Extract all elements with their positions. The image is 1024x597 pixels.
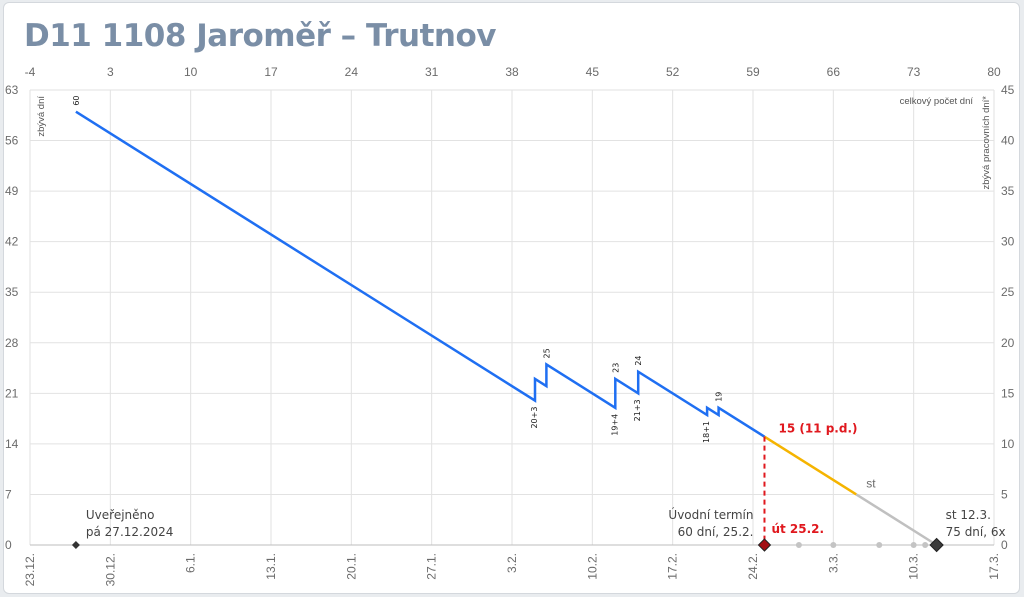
x-top-tick-label: 45 <box>586 65 600 79</box>
x-top-tick-label: 73 <box>907 65 921 79</box>
x-bottom-tick-label: 6.1. <box>184 553 198 573</box>
future-point <box>922 542 929 548</box>
x-bottom-tick-label: 3.2. <box>505 553 519 573</box>
x-top-tick-label: -4 <box>25 65 36 79</box>
point-label: 24 <box>634 355 643 365</box>
current-date-label: út 25.2. <box>771 522 824 536</box>
point-label: 18+1 <box>702 421 711 443</box>
y-left-tick-label: 14 <box>5 437 19 451</box>
x-bottom-tick-label: 13.1. <box>264 553 278 580</box>
x-top-tick-label: 66 <box>827 65 841 79</box>
x-bottom-tick-label: 10.2. <box>585 553 599 580</box>
y-left-tick-label: 42 <box>5 235 19 249</box>
y-left-tick-label: 56 <box>5 134 19 148</box>
y-right-tick-label: 20 <box>1001 336 1015 350</box>
y-right-axis-label: zbývá pracovních dní* <box>981 96 992 190</box>
marker-annotation: st 12.3. <box>946 508 991 522</box>
y-left-tick-label: 63 <box>5 83 19 97</box>
x-top-tick-label: 17 <box>264 65 278 79</box>
point-label: 21+3 <box>633 399 642 421</box>
marker-annotation: Uveřejněno <box>86 508 155 522</box>
point-label: 19 <box>715 392 724 402</box>
y-right-tick-label: 5 <box>1001 487 1008 501</box>
right-top-label: celkový počet dní <box>900 96 974 107</box>
y-right-tick-label: 40 <box>1001 134 1015 148</box>
current-value-label: 15 (11 p.d.) <box>778 422 857 436</box>
x-bottom-tick-label: 10.3. <box>907 553 921 580</box>
x-bottom-tick-label: 20.1. <box>344 553 358 580</box>
y-right-tick-label: 30 <box>1001 235 1015 249</box>
series-line-1 <box>75 110 766 438</box>
future-point <box>910 542 917 548</box>
y-right-tick-label: 0 <box>1001 538 1008 552</box>
point-label: 60 <box>72 95 81 105</box>
x-bottom-tick-label: 17.3. <box>987 553 1001 580</box>
chart-title: D11 1108 Jaroměř – Trutnov <box>24 18 496 54</box>
y-right-tick-label: 15 <box>1001 386 1015 400</box>
y-left-tick-label: 7 <box>5 487 12 501</box>
st-label: st <box>866 476 876 490</box>
x-top-tick-label: 3 <box>107 65 114 79</box>
x-top-tick-label: 10 <box>184 65 198 79</box>
marker-annotation: Úvodní termín <box>668 507 753 522</box>
marker-diamond <box>71 541 80 549</box>
marker-diamond <box>929 537 944 553</box>
future-point <box>830 542 837 548</box>
x-bottom-tick-label: 27.1. <box>425 553 439 580</box>
x-top-tick-label: 31 <box>425 65 439 79</box>
y-right-tick-label: 25 <box>1001 285 1015 299</box>
future-point <box>795 542 802 548</box>
marker-diamond <box>757 538 772 552</box>
point-label: 20+3 <box>530 407 539 429</box>
future-point <box>876 542 883 548</box>
x-top-tick-label: 24 <box>345 65 359 79</box>
x-bottom-tick-label: 17.2. <box>666 553 680 580</box>
series-line-3 <box>855 493 938 547</box>
y-left-tick-label: 35 <box>5 285 19 299</box>
y-right-tick-label: 10 <box>1001 437 1015 451</box>
y-left-tick-label: 49 <box>5 184 19 198</box>
point-label: 25 <box>542 348 551 358</box>
y-left-tick-label: 21 <box>5 386 19 400</box>
marker-annotation: 60 dní, 25.2. <box>678 525 754 539</box>
x-bottom-tick-label: 23.12. <box>23 553 37 586</box>
y-right-tick-label: 35 <box>1001 184 1015 198</box>
x-top-tick-label: 52 <box>666 65 680 79</box>
y-left-axis-label: zbývá dní <box>36 96 47 137</box>
x-bottom-tick-label: 30.12. <box>103 553 117 586</box>
x-bottom-tick-label: 24.2. <box>746 553 760 580</box>
y-left-tick-label: 0 <box>5 538 12 552</box>
x-bottom-tick-label: 3.3. <box>826 553 840 573</box>
marker-annotation: pá 27.12.2024 <box>86 525 173 539</box>
point-label: 23 <box>611 363 620 373</box>
y-left-tick-label: 28 <box>5 336 19 350</box>
x-top-tick-label: 59 <box>746 65 760 79</box>
x-top-tick-label: 38 <box>505 65 519 79</box>
point-label: 19+4 <box>610 414 619 436</box>
series-line-2 <box>763 435 857 496</box>
marker-annotation: 75 dní, 6x <box>946 525 1006 539</box>
x-top-tick-label: 80 <box>987 65 1001 79</box>
y-right-tick-label: 45 <box>1001 83 1015 97</box>
